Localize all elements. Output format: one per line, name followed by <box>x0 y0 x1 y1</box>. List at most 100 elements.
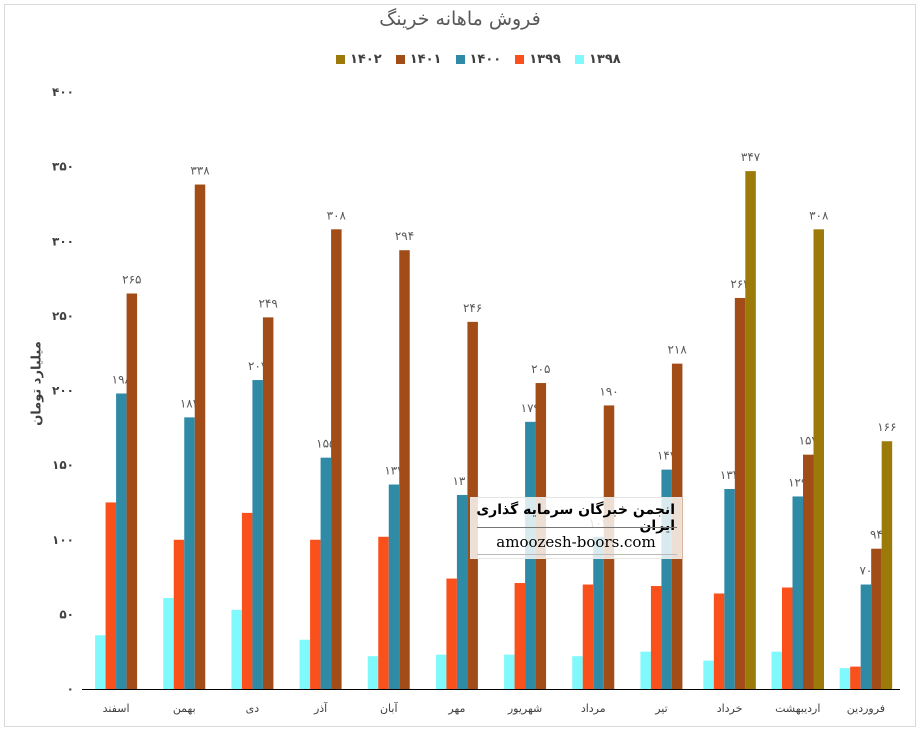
bar <box>782 587 793 689</box>
bar <box>582 584 594 689</box>
bar <box>734 297 746 689</box>
bar <box>399 250 410 689</box>
watermark-site: amoozesh-boors.com <box>496 533 656 551</box>
data-label: ۳۰۸ <box>809 208 829 222</box>
bar <box>745 171 756 690</box>
x-tick-label: آذر <box>313 701 328 715</box>
data-label: ۲۹۴ <box>395 229 414 243</box>
data-label: ۳۰۸ <box>327 208 347 222</box>
data-label: ۲۴۹ <box>258 296 277 310</box>
y-tick-label: ۱۵۰ <box>52 458 74 472</box>
chart-legend: ۱۳۹۸ ۱۳۹۹ ۱۴۰۰ ۱۴۰۱ ۱۴۰۲ <box>336 52 621 67</box>
legend-item: ۱۴۰۰ <box>455 52 501 67</box>
bar <box>367 656 379 689</box>
x-tick-label: اسفند <box>103 702 130 715</box>
x-tick-label: مهر <box>447 702 465 715</box>
legend-label: ۱۳۹۹ <box>529 52 561 67</box>
bar <box>173 539 185 689</box>
data-label: ۱۷۹ <box>521 401 540 415</box>
bar <box>803 454 814 689</box>
bar <box>126 293 138 689</box>
data-label: ۱۲۹ <box>788 475 807 489</box>
bar <box>813 229 824 689</box>
x-tick-label: آبان <box>380 701 398 715</box>
x-tick-label: مرداد <box>581 702 606 715</box>
bar <box>310 539 321 689</box>
legend-swatch <box>455 55 465 64</box>
bar <box>194 184 206 689</box>
y-tick-label: ۴۰۰ <box>52 85 74 99</box>
data-label: ۲۰۵ <box>531 362 550 376</box>
bar <box>572 656 583 689</box>
bar <box>724 489 735 689</box>
bar <box>650 586 662 689</box>
bar <box>105 502 117 689</box>
legend-item: ۱۳۹۹ <box>515 52 561 67</box>
bar <box>771 651 782 689</box>
bar <box>331 229 342 689</box>
data-label: ۱۵۵ <box>316 437 335 451</box>
bar <box>792 496 803 689</box>
data-label: ۲۴۶ <box>463 301 482 315</box>
bar <box>661 469 672 689</box>
data-label: ۱۶۶ <box>877 420 896 434</box>
y-tick-label: ۲۰۰ <box>52 384 74 398</box>
bar <box>252 380 263 689</box>
bar <box>320 457 332 689</box>
bar <box>231 609 242 689</box>
legend-item: ۱۴۰۱ <box>395 52 442 67</box>
bar <box>839 668 851 689</box>
bar <box>299 639 311 689</box>
y-tick-label: ۲۵۰ <box>52 309 74 323</box>
bar <box>163 597 174 689</box>
watermark-box: انجمن خبرگان سرمایه گذاری ایران amoozesh… <box>470 497 682 559</box>
bar <box>593 536 604 689</box>
x-tick-label: خرداد <box>717 702 743 715</box>
watermark-divider <box>477 527 677 528</box>
legend-label: ۱۳۹۸ <box>589 52 621 67</box>
x-tick-label: دی <box>246 702 260 715</box>
data-label: ۲۶۲ <box>730 277 749 291</box>
bar <box>388 484 400 689</box>
data-label: ۳۴۷ <box>741 150 761 164</box>
legend-swatch <box>395 55 405 64</box>
bar <box>514 583 526 689</box>
x-tick-label: تیر <box>654 702 667 715</box>
data-label: ۱۹۸ <box>112 372 132 386</box>
bar <box>241 512 253 689</box>
bar <box>262 317 274 689</box>
legend-swatch <box>515 55 525 64</box>
data-label: ۳۳۸ <box>190 164 210 178</box>
data-label: ۱۸۲ <box>180 396 199 410</box>
bar <box>456 494 468 689</box>
bar <box>703 660 714 689</box>
legend-label: ۱۴۰۲ <box>350 52 382 67</box>
legend-item: ۱۳۹۸ <box>575 52 621 67</box>
y-tick-label: ۵۰ <box>59 607 74 621</box>
data-label: ۱۴۷ <box>657 449 677 463</box>
bar <box>435 654 447 689</box>
legend-swatch <box>336 55 345 64</box>
data-label: ۱۳۴ <box>720 468 739 482</box>
watermark-divider-bottom <box>477 554 677 555</box>
bar <box>860 584 872 689</box>
data-label: ۱۳۰ <box>452 474 471 488</box>
x-tick-label: شهریور <box>507 702 542 715</box>
bar <box>95 635 106 689</box>
data-label: ۲۶۵ <box>122 272 141 286</box>
bar <box>184 417 195 689</box>
bar <box>116 393 127 689</box>
data-label: ۹۴ <box>870 528 883 542</box>
y-tick-label: ۳۰۰ <box>52 234 74 248</box>
data-label: ۲۰۷ <box>248 359 268 373</box>
x-tick-label: اردیبهشت <box>775 702 820 715</box>
bar <box>504 654 515 689</box>
data-label: ۱۳۷ <box>384 464 404 478</box>
chart-title: فروش ماهانه خرینگ <box>379 8 541 30</box>
x-tick-label: بهمن <box>173 702 196 715</box>
bar <box>446 578 457 689</box>
legend-label: ۱۴۰۱ <box>409 52 442 67</box>
bar <box>713 593 725 689</box>
data-label: ۷۰ <box>859 564 872 578</box>
